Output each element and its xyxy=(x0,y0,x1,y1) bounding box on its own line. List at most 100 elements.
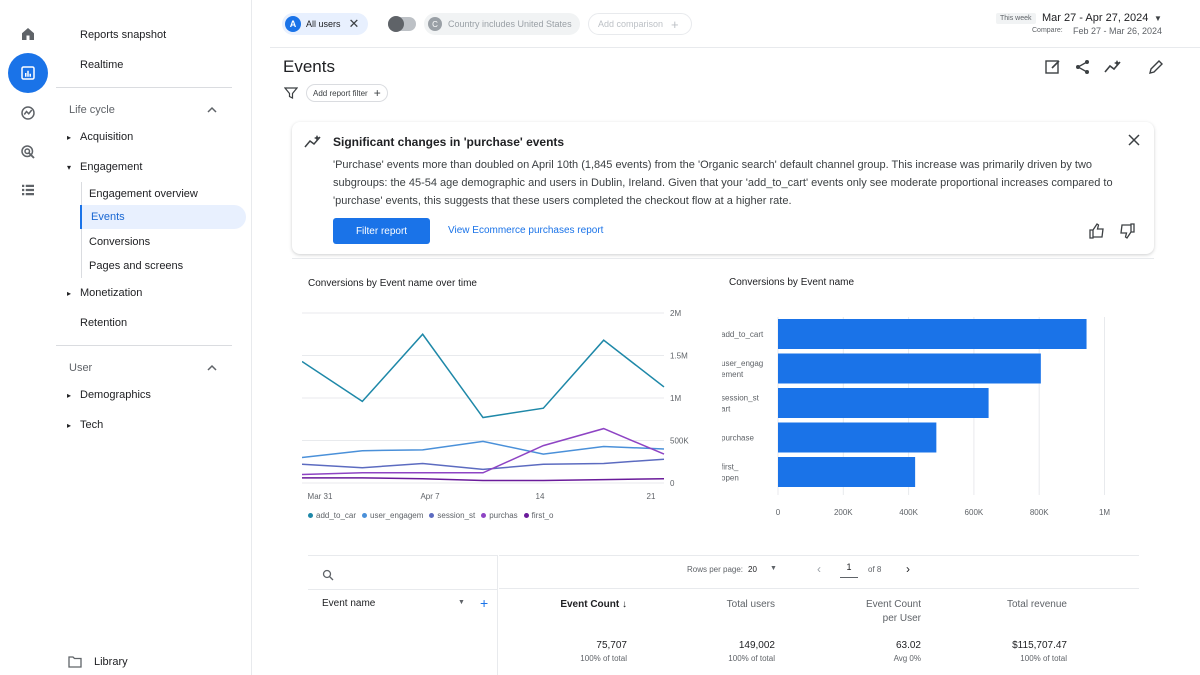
sidebar-item-events[interactable]: Events xyxy=(80,205,246,229)
sidebar-item-monetization[interactable]: ▸ Monetization xyxy=(62,281,252,305)
comparison-toggle[interactable] xyxy=(388,16,416,32)
legend-dot xyxy=(523,513,529,518)
add-report-filter-button[interactable]: Add report filter + xyxy=(306,84,388,102)
sidebar-item-library[interactable]: Library xyxy=(68,656,128,668)
sidebar-item-retention[interactable]: Retention xyxy=(80,317,128,329)
divider xyxy=(56,345,232,346)
column-header-total-revenue[interactable]: Total revenue xyxy=(1006,599,1067,610)
close-icon[interactable] xyxy=(1126,132,1142,148)
tree-line xyxy=(81,182,82,278)
add-comparison-button[interactable]: Add comparison + xyxy=(588,13,692,35)
line-chart-title: Conversions by Event name over time xyxy=(308,278,477,289)
rows-per-page-label: Rows per page: xyxy=(687,565,744,574)
insight-title: Significant changes in 'purchase' events xyxy=(333,135,565,149)
total-users-sub: 100% of total xyxy=(728,654,775,663)
section-life-cycle[interactable]: Life cycle xyxy=(69,98,239,122)
sidebar-item-conversions[interactable]: Conversions xyxy=(89,236,151,248)
caret-down-icon: ▾ xyxy=(66,162,71,172)
page-title: Events xyxy=(283,57,335,76)
add-dimension-icon[interactable]: + xyxy=(480,595,489,611)
category-label: ement xyxy=(722,370,744,379)
explore-icon[interactable] xyxy=(8,93,48,133)
insights-icon[interactable] xyxy=(1104,58,1122,76)
legend-item[interactable]: add_to_car xyxy=(308,511,356,520)
share-icon[interactable] xyxy=(1074,58,1092,76)
bar xyxy=(778,353,1041,384)
x-tick-label: 1M xyxy=(1099,508,1110,517)
series-line xyxy=(302,477,665,482)
column-header-total-users[interactable]: Total users xyxy=(726,599,775,610)
events-table: Rows per page: 20 ▼ ‹ 1 of 8 › Event nam… xyxy=(292,552,1154,675)
close-icon[interactable]: ✕ xyxy=(348,16,360,31)
legend-label: session_st xyxy=(437,511,476,520)
category-label: purchase xyxy=(722,434,754,443)
sidebar-item-engagement[interactable]: ▾ Engagement xyxy=(62,155,252,179)
thumbs-down-icon[interactable] xyxy=(1118,222,1136,240)
advertising-icon[interactable] xyxy=(8,132,48,172)
sidebar-item-pages-and-screens[interactable]: Pages and screens xyxy=(89,260,184,272)
legend-item[interactable]: session_st xyxy=(429,511,475,520)
date-range-picker[interactable]: Mar 27 - Apr 27, 2024 xyxy=(1042,12,1149,24)
segment-chip-all-users[interactable]: A All users ✕ xyxy=(282,13,368,35)
category-label: first_ xyxy=(722,463,739,472)
sidebar-item-acquisition[interactable]: ▸ Acquisition xyxy=(62,125,252,149)
column-header-event-name[interactable]: Event name xyxy=(322,598,376,609)
legend-label: purchas xyxy=(489,511,518,520)
total-per-user-sub: Avg 0% xyxy=(893,654,921,663)
sidebar-item-engagement-overview[interactable]: Engagement overview xyxy=(89,188,198,200)
caret-right-icon: ▸ xyxy=(66,288,71,298)
edit-report-icon[interactable] xyxy=(1044,58,1062,76)
sidebar-item-demographics[interactable]: ▸ Demographics xyxy=(62,383,252,407)
sidebar-item-realtime[interactable]: Realtime xyxy=(80,59,124,71)
caret-right-icon: ▸ xyxy=(66,420,71,430)
total-revenue: $115,707.47 xyxy=(1012,640,1067,651)
chevron-left-icon[interactable]: ‹ xyxy=(817,562,821,576)
legend-item[interactable]: user_engagem xyxy=(362,511,423,520)
caret-down-icon[interactable]: ▼ xyxy=(1154,14,1162,23)
legend-label: first_o xyxy=(531,511,554,520)
rows-per-page-select[interactable]: 20 xyxy=(748,565,757,574)
segment-chip-country[interactable]: C Country includes United States xyxy=(424,13,580,35)
configure-icon[interactable] xyxy=(8,170,48,210)
home-icon[interactable] xyxy=(8,14,48,54)
bar xyxy=(778,457,916,487)
sidebar-item-tech[interactable]: ▸ Tech xyxy=(62,413,252,437)
sidebar-item-reports-snapshot[interactable]: Reports snapshot xyxy=(80,29,167,41)
caret-down-icon[interactable]: ▼ xyxy=(458,599,465,606)
top-bar: A All users ✕ C Country includes United … xyxy=(270,0,1200,48)
legend-dot xyxy=(308,513,313,518)
thumbs-up-icon[interactable] xyxy=(1088,222,1106,240)
legend-label: add_to_car xyxy=(316,511,357,520)
divider xyxy=(56,87,232,88)
line-chart: 2M 1.5M 1M 500K 0 Mar 31 Apr 7 14 21 xyxy=(302,309,689,501)
legend-item[interactable]: first_o xyxy=(523,511,554,520)
caret-down-icon[interactable]: ▼ xyxy=(770,565,777,572)
total-event-count: 75,707 xyxy=(596,640,627,651)
legend-item[interactable]: purchas xyxy=(481,511,518,520)
x-tick-label: Mar 31 xyxy=(308,492,333,501)
page-number-input[interactable]: 1 xyxy=(840,562,858,578)
category-label: user_engag xyxy=(722,359,763,368)
search-icon[interactable] xyxy=(322,569,334,581)
divider xyxy=(308,589,498,590)
x-tick-label: 200K xyxy=(834,508,853,517)
folder-icon xyxy=(68,656,82,668)
pencil-icon[interactable] xyxy=(1147,58,1165,76)
charts-card: Conversions by Event name over time 2M 1.… xyxy=(292,258,1154,548)
chevron-right-icon[interactable]: › xyxy=(906,562,910,576)
bar xyxy=(778,388,989,418)
sidebar: Reports snapshot Realtime Life cycle ▸ Ac… xyxy=(56,0,252,675)
view-ecommerce-link[interactable]: View Ecommerce purchases report xyxy=(448,225,604,236)
legend-dot xyxy=(429,513,435,518)
reports-icon[interactable] xyxy=(8,53,48,93)
filter-icon[interactable] xyxy=(284,86,298,100)
x-tick-label: 14 xyxy=(536,492,545,501)
section-user[interactable]: User xyxy=(69,356,239,380)
plus-icon: + xyxy=(373,86,381,100)
column-header-event-count[interactable]: Event Count ↓ xyxy=(560,599,627,610)
filter-report-button[interactable]: Filter report xyxy=(333,218,430,244)
category-label: open xyxy=(722,474,739,483)
bar-chart: 0 200K 400K 600K 800K 1M add_to_cart user_engag… xyxy=(722,317,1110,517)
column-header-event-per-user[interactable]: Event Count per User xyxy=(865,599,921,624)
segment-badge: C xyxy=(428,17,442,31)
